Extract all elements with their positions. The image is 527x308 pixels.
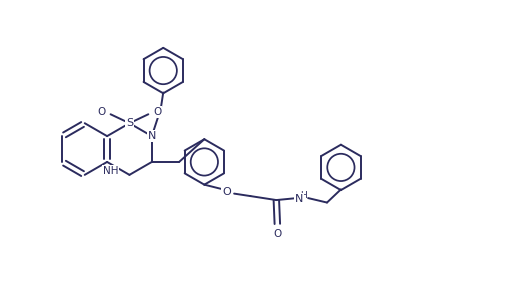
Text: N: N xyxy=(295,193,303,204)
Text: H: H xyxy=(300,191,307,200)
Text: O: O xyxy=(97,107,106,117)
Text: N: N xyxy=(148,131,156,141)
Text: O: O xyxy=(153,107,161,117)
Text: O: O xyxy=(273,229,281,239)
Text: S: S xyxy=(126,118,133,128)
Text: NH: NH xyxy=(103,166,119,176)
Text: O: O xyxy=(222,187,231,197)
